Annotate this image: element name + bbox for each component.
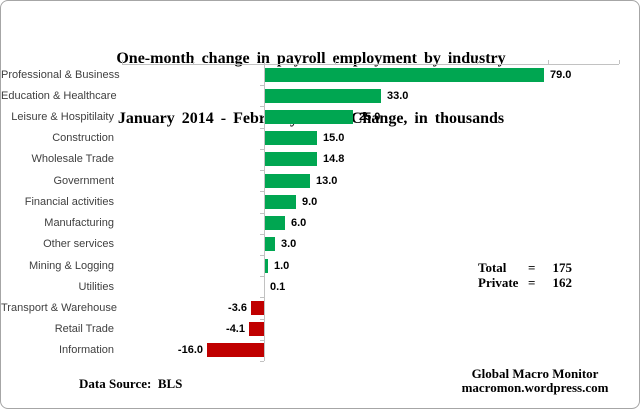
private-row: Private = 162 — [478, 275, 572, 290]
bar — [265, 110, 353, 124]
bar — [265, 68, 545, 82]
category-label: Education & Healthcare — [1, 90, 117, 102]
value-axis-tick — [264, 60, 265, 64]
category-axis-tick — [260, 64, 264, 65]
bar — [265, 216, 286, 230]
bar — [251, 301, 264, 315]
category-label: Transport & Warehouse — [1, 302, 117, 314]
category-label: Retail Trade — [54, 323, 114, 335]
value-axis-tick — [193, 60, 194, 64]
category-label: Mining & Logging — [28, 260, 114, 272]
value-label: 1.0 — [274, 260, 290, 272]
data-source-note: Data Source: BLS — [79, 376, 183, 391]
category-axis-tick — [260, 191, 264, 192]
value-axis-tick — [548, 60, 549, 64]
credit-name: Global Macro Monitor — [471, 366, 599, 381]
category-axis-tick — [260, 340, 264, 341]
value-label: 6.0 — [291, 217, 307, 229]
totals-annotation: Total = 175 Private = 162 — [478, 260, 572, 290]
total-label: Total — [478, 260, 507, 275]
category-label: Leisure & Hospitilaity — [11, 111, 114, 123]
value-axis-tick — [477, 60, 478, 64]
value-label: 14.8 — [323, 153, 345, 165]
bar — [265, 89, 382, 103]
category-axis-tick — [260, 128, 264, 129]
value-axis-tick — [122, 60, 123, 64]
bar — [265, 237, 275, 251]
value-label: 33.0 — [387, 90, 409, 102]
category-axis-tick — [260, 319, 264, 320]
value-label: 9.0 — [302, 196, 318, 208]
credit-block: Global Macro Monitor macromon.wordpress.… — [445, 367, 625, 395]
value-label: 0.1 — [270, 281, 286, 293]
category-axis-tick — [260, 297, 264, 298]
category-axis-tick — [260, 213, 264, 214]
category-axis-tick — [260, 255, 264, 256]
value-label: 15.0 — [323, 132, 345, 144]
category-label: Professional & Business — [1, 69, 120, 81]
category-label: Information — [58, 344, 114, 356]
category-label: Financial activities — [24, 196, 114, 208]
credit-url: macromon.wordpress.com — [461, 380, 609, 395]
value-label: -16.0 — [177, 344, 203, 356]
value-label: 79.0 — [550, 69, 572, 81]
category-axis-tick — [260, 149, 264, 150]
category-label: Manufacturing — [44, 217, 114, 229]
value-label: -4.1 — [226, 323, 245, 335]
category-label: Government — [53, 175, 114, 187]
category-label: Other services — [43, 238, 114, 250]
category-label: Utilities — [78, 281, 114, 293]
bar — [265, 152, 317, 166]
category-axis-tick — [260, 234, 264, 235]
total-value: 175 — [552, 260, 573, 275]
value-label: 13.0 — [316, 175, 338, 187]
chart-title: One-month change in payroll employment b… — [116, 50, 506, 67]
total-equals: = — [528, 260, 536, 275]
private-equals: = — [528, 275, 536, 290]
private-value: 162 — [552, 275, 573, 290]
category-axis-line — [264, 64, 265, 361]
value-label: -3.6 — [228, 302, 247, 314]
category-axis-tick — [260, 170, 264, 171]
bar — [265, 195, 296, 209]
category-axis-tick — [260, 106, 264, 107]
bar — [265, 259, 268, 273]
bar — [207, 343, 264, 357]
value-axis-tick — [406, 60, 407, 64]
category-axis-tick — [260, 276, 264, 277]
bar — [265, 174, 311, 188]
private-label: Private — [478, 275, 519, 290]
category-label: Wholesale Trade — [31, 153, 114, 165]
value-label: 25.0 — [359, 111, 381, 123]
category-axis-tick — [260, 85, 264, 86]
value-axis-tick — [619, 60, 620, 64]
total-row: Total = 175 — [478, 260, 572, 275]
category-label: Construction — [52, 132, 114, 144]
category-axis-tick — [260, 361, 264, 362]
value-label: 3.0 — [281, 238, 297, 250]
bar — [265, 131, 318, 145]
value-axis-tick — [335, 60, 336, 64]
bar — [249, 322, 264, 336]
value-axis-line — [122, 64, 619, 65]
